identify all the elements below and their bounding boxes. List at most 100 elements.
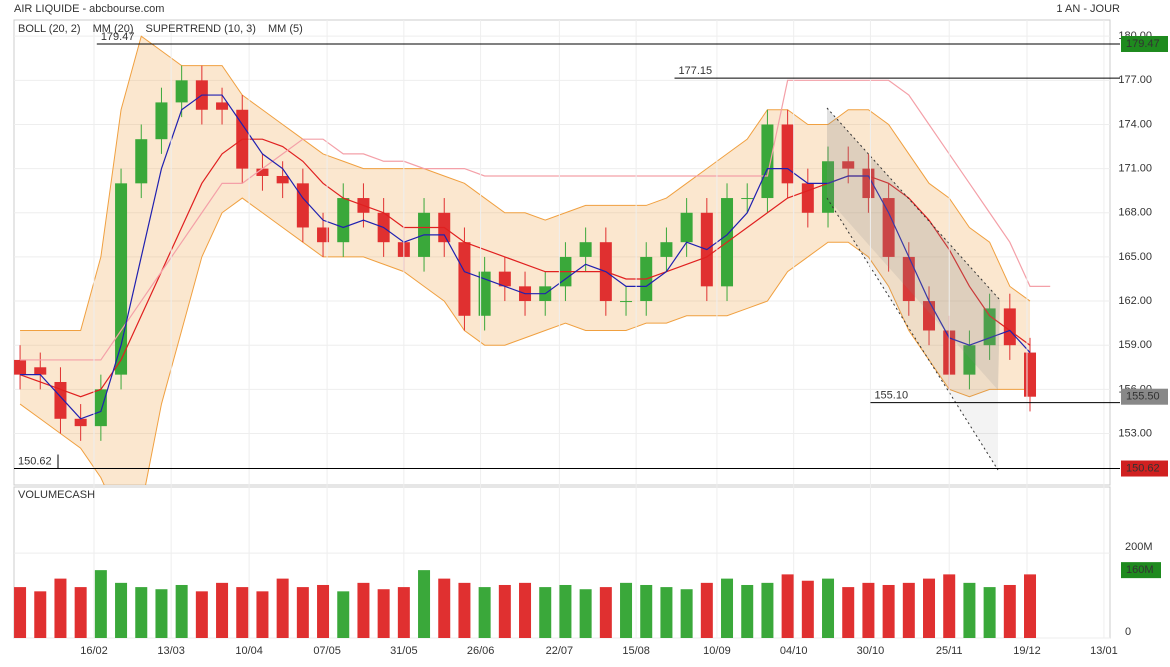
candle-body [579, 242, 592, 257]
candle-body [216, 102, 229, 110]
volume-bar [721, 578, 734, 638]
y-tick-label: 168.00 [1118, 207, 1152, 219]
y-tick-label: 171.00 [1118, 163, 1152, 175]
volume-bar [175, 584, 188, 638]
volume-bar [54, 578, 67, 638]
legend-entry: SUPERTREND (10, 3) [146, 23, 256, 35]
legend-entry: MM (5) [268, 23, 303, 35]
x-tick-label: 07/05 [313, 645, 341, 657]
volume-bar [34, 591, 47, 638]
bollinger-upper [20, 35, 1031, 331]
volume-bar [842, 587, 855, 638]
price-badge-label: 150.62 [1126, 462, 1160, 474]
y-tick-label: 159.00 [1118, 339, 1152, 351]
x-tick-label: 04/10 [780, 645, 808, 657]
candle-body [781, 124, 794, 184]
x-tick-label: 31/05 [390, 645, 418, 657]
bollinger-area [20, 36, 1031, 485]
candle-body [680, 212, 693, 243]
volume-bar [498, 584, 511, 638]
volume-bar [822, 578, 835, 638]
volume-bar [963, 582, 976, 638]
candle-body [155, 102, 168, 140]
candle-body [175, 80, 188, 103]
x-tick-label: 10/09 [703, 645, 731, 657]
overlay-line [20, 79, 1051, 361]
y-tick-label: 165.00 [1118, 251, 1152, 263]
candle-body [963, 345, 976, 375]
volume-bar [923, 578, 936, 638]
volume-bar [579, 589, 592, 638]
price-badge-label: 155.50 [1126, 391, 1160, 403]
volume-bar [781, 574, 794, 638]
volume-bar [337, 591, 350, 638]
volume-bar [317, 584, 330, 638]
candle-body [660, 242, 673, 257]
volume-bar [94, 570, 107, 638]
x-tick-label: 22/07 [546, 645, 574, 657]
volume-bar [115, 582, 128, 638]
channel-line [826, 197, 999, 471]
candle-body [902, 256, 915, 302]
volume-bar [438, 578, 451, 638]
candle-body [620, 301, 633, 303]
volume-bar [418, 570, 431, 638]
channel-line [826, 107, 1001, 301]
candle-body [842, 161, 855, 169]
volume-bar [620, 582, 633, 638]
volume-bar [276, 578, 289, 638]
x-tick-label: 19/12 [1013, 645, 1041, 657]
candle-body [478, 271, 491, 316]
volume-bar [519, 582, 532, 638]
candle-body [801, 183, 814, 213]
volume-bar [902, 582, 915, 638]
x-tick-label: 10/04 [235, 645, 263, 657]
x-tick-label: 13/03 [157, 645, 185, 657]
candle-body [74, 418, 87, 427]
candle-body [296, 183, 309, 228]
volume-bar [680, 589, 693, 638]
overlay-line [20, 94, 1031, 420]
volume-bar [397, 587, 410, 638]
candle-body [317, 227, 330, 243]
volume-bar [983, 587, 996, 638]
x-tick-label: 30/10 [857, 645, 885, 657]
candle-body [337, 198, 350, 243]
volume-badge-label: 160M [1126, 564, 1154, 576]
candle-body [276, 175, 289, 184]
volume-bar [882, 584, 895, 638]
y-tick-label: 153.00 [1118, 427, 1152, 439]
volume-bar [801, 580, 814, 638]
x-tick-label: 25/11 [936, 645, 963, 657]
volume-bar [74, 587, 87, 638]
volume-bar [559, 584, 572, 638]
price-frame [13, 19, 1111, 486]
price-badge [1121, 460, 1168, 477]
candle-body [882, 198, 895, 257]
volume-bar [761, 582, 774, 638]
volume-bar [741, 584, 754, 638]
volume-bar [1024, 574, 1037, 638]
candle-body [923, 301, 936, 331]
volume-bar [640, 584, 653, 638]
price-badge-label: 179.47 [1126, 38, 1160, 50]
volume-title: VOLUMECASH [18, 489, 95, 501]
volume-bar [236, 587, 249, 638]
y-tick-label: 177.00 [1118, 74, 1152, 86]
volume-bar [1003, 584, 1016, 638]
price-badge [1121, 388, 1168, 405]
candle-body [761, 124, 774, 199]
volume-bar [862, 582, 875, 638]
x-tick-label: 26/06 [467, 645, 495, 657]
volume-bar [660, 587, 673, 638]
volume-bar [377, 589, 390, 638]
volume-bar [700, 582, 713, 638]
volume-bar [296, 587, 309, 638]
volume-bar [539, 587, 552, 638]
candle-body [54, 381, 67, 419]
level-label: 150.62 [18, 455, 52, 467]
candle-body [14, 359, 27, 375]
legend-entry: MM (20) [93, 23, 134, 35]
candle-body [498, 271, 511, 287]
chart-title: AIR LIQUIDE - abcbourse.com [14, 3, 164, 15]
